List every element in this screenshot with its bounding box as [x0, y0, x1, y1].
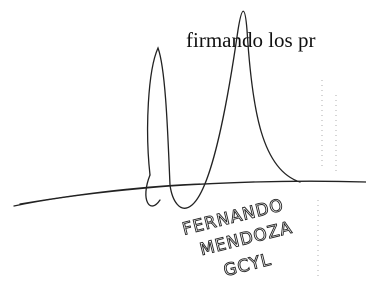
signature-stroke [20, 184, 200, 204]
signature-stroke [146, 175, 160, 206]
scan-marks [318, 80, 336, 280]
handwritten-name: FERNANDO MENDOZA GCYL [180, 195, 301, 289]
body-text: firmando los pr [186, 28, 315, 52]
document-fragment: firmando los pr FERNANDO MENDOZA GCYL [0, 0, 366, 300]
handwritten-line: GCYL [222, 250, 274, 281]
